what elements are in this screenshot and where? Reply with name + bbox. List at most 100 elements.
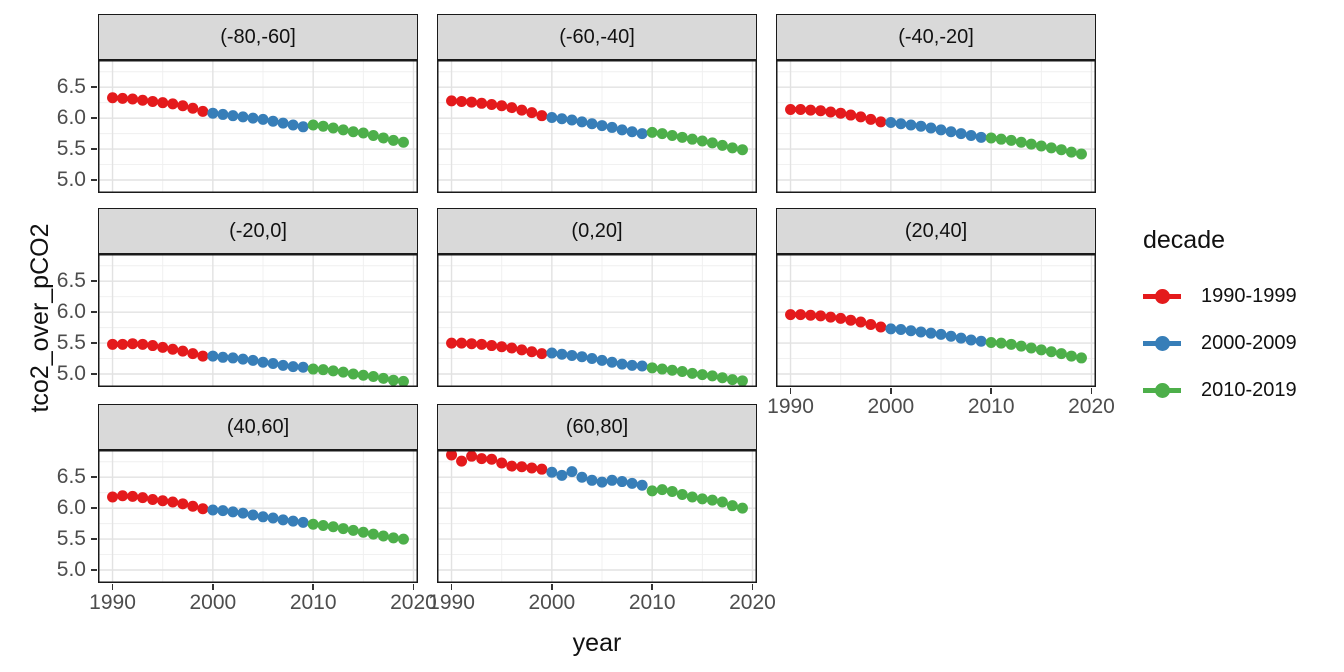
- x-tick-mark: [789, 388, 792, 394]
- data-point: [516, 104, 528, 116]
- y-tick-mark: [91, 373, 97, 375]
- data-point: [736, 502, 748, 514]
- data-point: [127, 490, 139, 502]
- y-tick-mark: [91, 148, 97, 150]
- data-point: [227, 506, 239, 518]
- y-tick-label: 6.0: [56, 106, 86, 130]
- data-point: [965, 334, 977, 346]
- data-point: [526, 346, 538, 358]
- data-point: [526, 107, 538, 119]
- data-point: [207, 350, 219, 362]
- data-point: [656, 363, 668, 375]
- x-axis-title: year: [572, 629, 622, 657]
- data-point: [486, 453, 498, 465]
- facet-strip-label: (60,80]: [565, 415, 629, 438]
- data-point: [566, 349, 578, 361]
- facet-strip: (60,80]: [437, 404, 757, 450]
- x-tick-mark: [312, 584, 314, 590]
- y-tick-mark: [91, 86, 97, 88]
- data-point: [536, 463, 548, 475]
- data-point: [317, 364, 329, 376]
- data-point: [815, 310, 827, 322]
- data-point: [317, 120, 329, 132]
- data-point: [367, 370, 379, 382]
- x-tick-label: 2010: [628, 591, 676, 614]
- data-point: [875, 116, 887, 128]
- data-point: [147, 493, 159, 505]
- data-point: [646, 485, 658, 497]
- data-point: [805, 104, 817, 116]
- x-tick-mark: [551, 584, 553, 590]
- data-point: [177, 498, 189, 510]
- data-point: [297, 121, 309, 133]
- data-point: [636, 128, 648, 140]
- data-point: [666, 364, 678, 376]
- data-point: [227, 352, 239, 364]
- data-point: [117, 490, 129, 502]
- x-tick-mark: [890, 388, 892, 394]
- data-point: [1005, 338, 1017, 350]
- data-point: [446, 95, 458, 107]
- data-point: [137, 338, 149, 350]
- facet-strip-label: (40,60]: [226, 415, 290, 438]
- facet-strip: (-40,-20]: [776, 14, 1096, 60]
- data-point: [327, 521, 339, 533]
- data-point: [337, 523, 349, 535]
- data-point: [456, 95, 468, 107]
- data-point: [1065, 146, 1077, 158]
- data-point: [696, 493, 708, 505]
- facet-panel: [437, 60, 757, 193]
- data-point: [855, 111, 867, 123]
- data-point: [885, 323, 897, 335]
- data-point: [975, 131, 987, 143]
- facet-strip: (0,20]: [437, 208, 757, 254]
- legend-entry: 2000-2009: [1143, 320, 1343, 367]
- data-point: [955, 128, 967, 140]
- data-point: [696, 369, 708, 381]
- data-point: [446, 337, 458, 349]
- data-point: [277, 359, 289, 371]
- data-point: [536, 110, 548, 122]
- data-point: [566, 466, 578, 478]
- data-point: [1025, 342, 1037, 354]
- data-point: [317, 519, 329, 531]
- legend-key: [1143, 336, 1181, 352]
- data-point: [476, 97, 488, 109]
- data-point: [337, 124, 349, 136]
- facet-strip-label: (-60,-40]: [559, 25, 635, 48]
- y-tick-label: 5.0: [56, 362, 86, 385]
- data-point: [785, 103, 797, 115]
- legend-entry-label: 2000-2009: [1201, 332, 1297, 354]
- facet-strip: (20,40]: [776, 208, 1096, 254]
- data-point: [686, 367, 698, 379]
- data-point: [835, 107, 847, 119]
- y-tick-label: 6.5: [56, 75, 86, 99]
- data-point: [486, 340, 498, 352]
- data-point: [706, 370, 718, 382]
- y-tick-mark: [91, 569, 97, 571]
- data-point: [935, 328, 947, 340]
- data-point: [267, 512, 279, 524]
- y-tick-mark: [91, 342, 97, 344]
- data-point: [456, 455, 468, 467]
- data-point: [865, 113, 877, 125]
- data-point: [895, 118, 907, 130]
- data-point: [945, 126, 957, 138]
- data-point: [716, 139, 728, 151]
- data-point: [556, 469, 568, 481]
- data-point: [516, 344, 528, 356]
- data-point: [785, 309, 797, 321]
- data-point: [666, 485, 678, 497]
- panel-border: [437, 60, 757, 193]
- data-point: [147, 340, 159, 352]
- data-point: [197, 105, 209, 117]
- data-point: [726, 374, 738, 386]
- x-tick-label: 2000: [867, 395, 915, 418]
- data-point: [626, 477, 638, 489]
- facet-panel: [776, 60, 1096, 193]
- x-tick-label: 2010: [967, 395, 1015, 418]
- data-point: [257, 356, 269, 368]
- legend-entry: 1990-1999: [1143, 273, 1343, 320]
- data-point: [596, 120, 608, 132]
